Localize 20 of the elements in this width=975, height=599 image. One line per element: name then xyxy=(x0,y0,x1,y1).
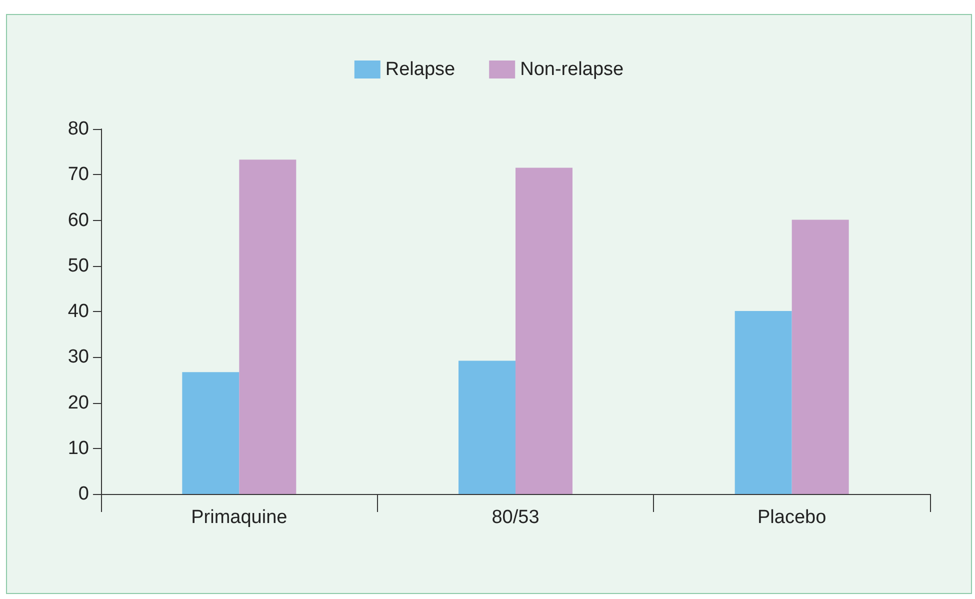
legend-label: Relapse xyxy=(385,59,456,80)
x-tick-label: Placebo xyxy=(757,507,826,528)
y-tick-label: 40 xyxy=(68,301,89,322)
bar xyxy=(792,220,849,494)
bar xyxy=(239,160,296,494)
bar xyxy=(516,168,572,494)
bar xyxy=(734,311,792,494)
legend-label: Non-relapse xyxy=(520,59,624,80)
x-tick-label: Primaquine xyxy=(191,507,288,528)
y-tick-label: 70 xyxy=(68,164,89,186)
y-tick-label: 50 xyxy=(68,255,89,276)
y-tick-label: 0 xyxy=(78,484,89,504)
x-tick-label: 80/53 xyxy=(492,507,540,528)
y-tick-label: 60 xyxy=(68,210,89,231)
bar xyxy=(182,372,240,494)
bar xyxy=(458,360,516,494)
y-tick-label: 10 xyxy=(68,438,89,459)
y-tick-label: 20 xyxy=(68,392,89,414)
y-tick-label: 30 xyxy=(68,346,89,368)
y-tick-label: 80 xyxy=(68,118,89,140)
